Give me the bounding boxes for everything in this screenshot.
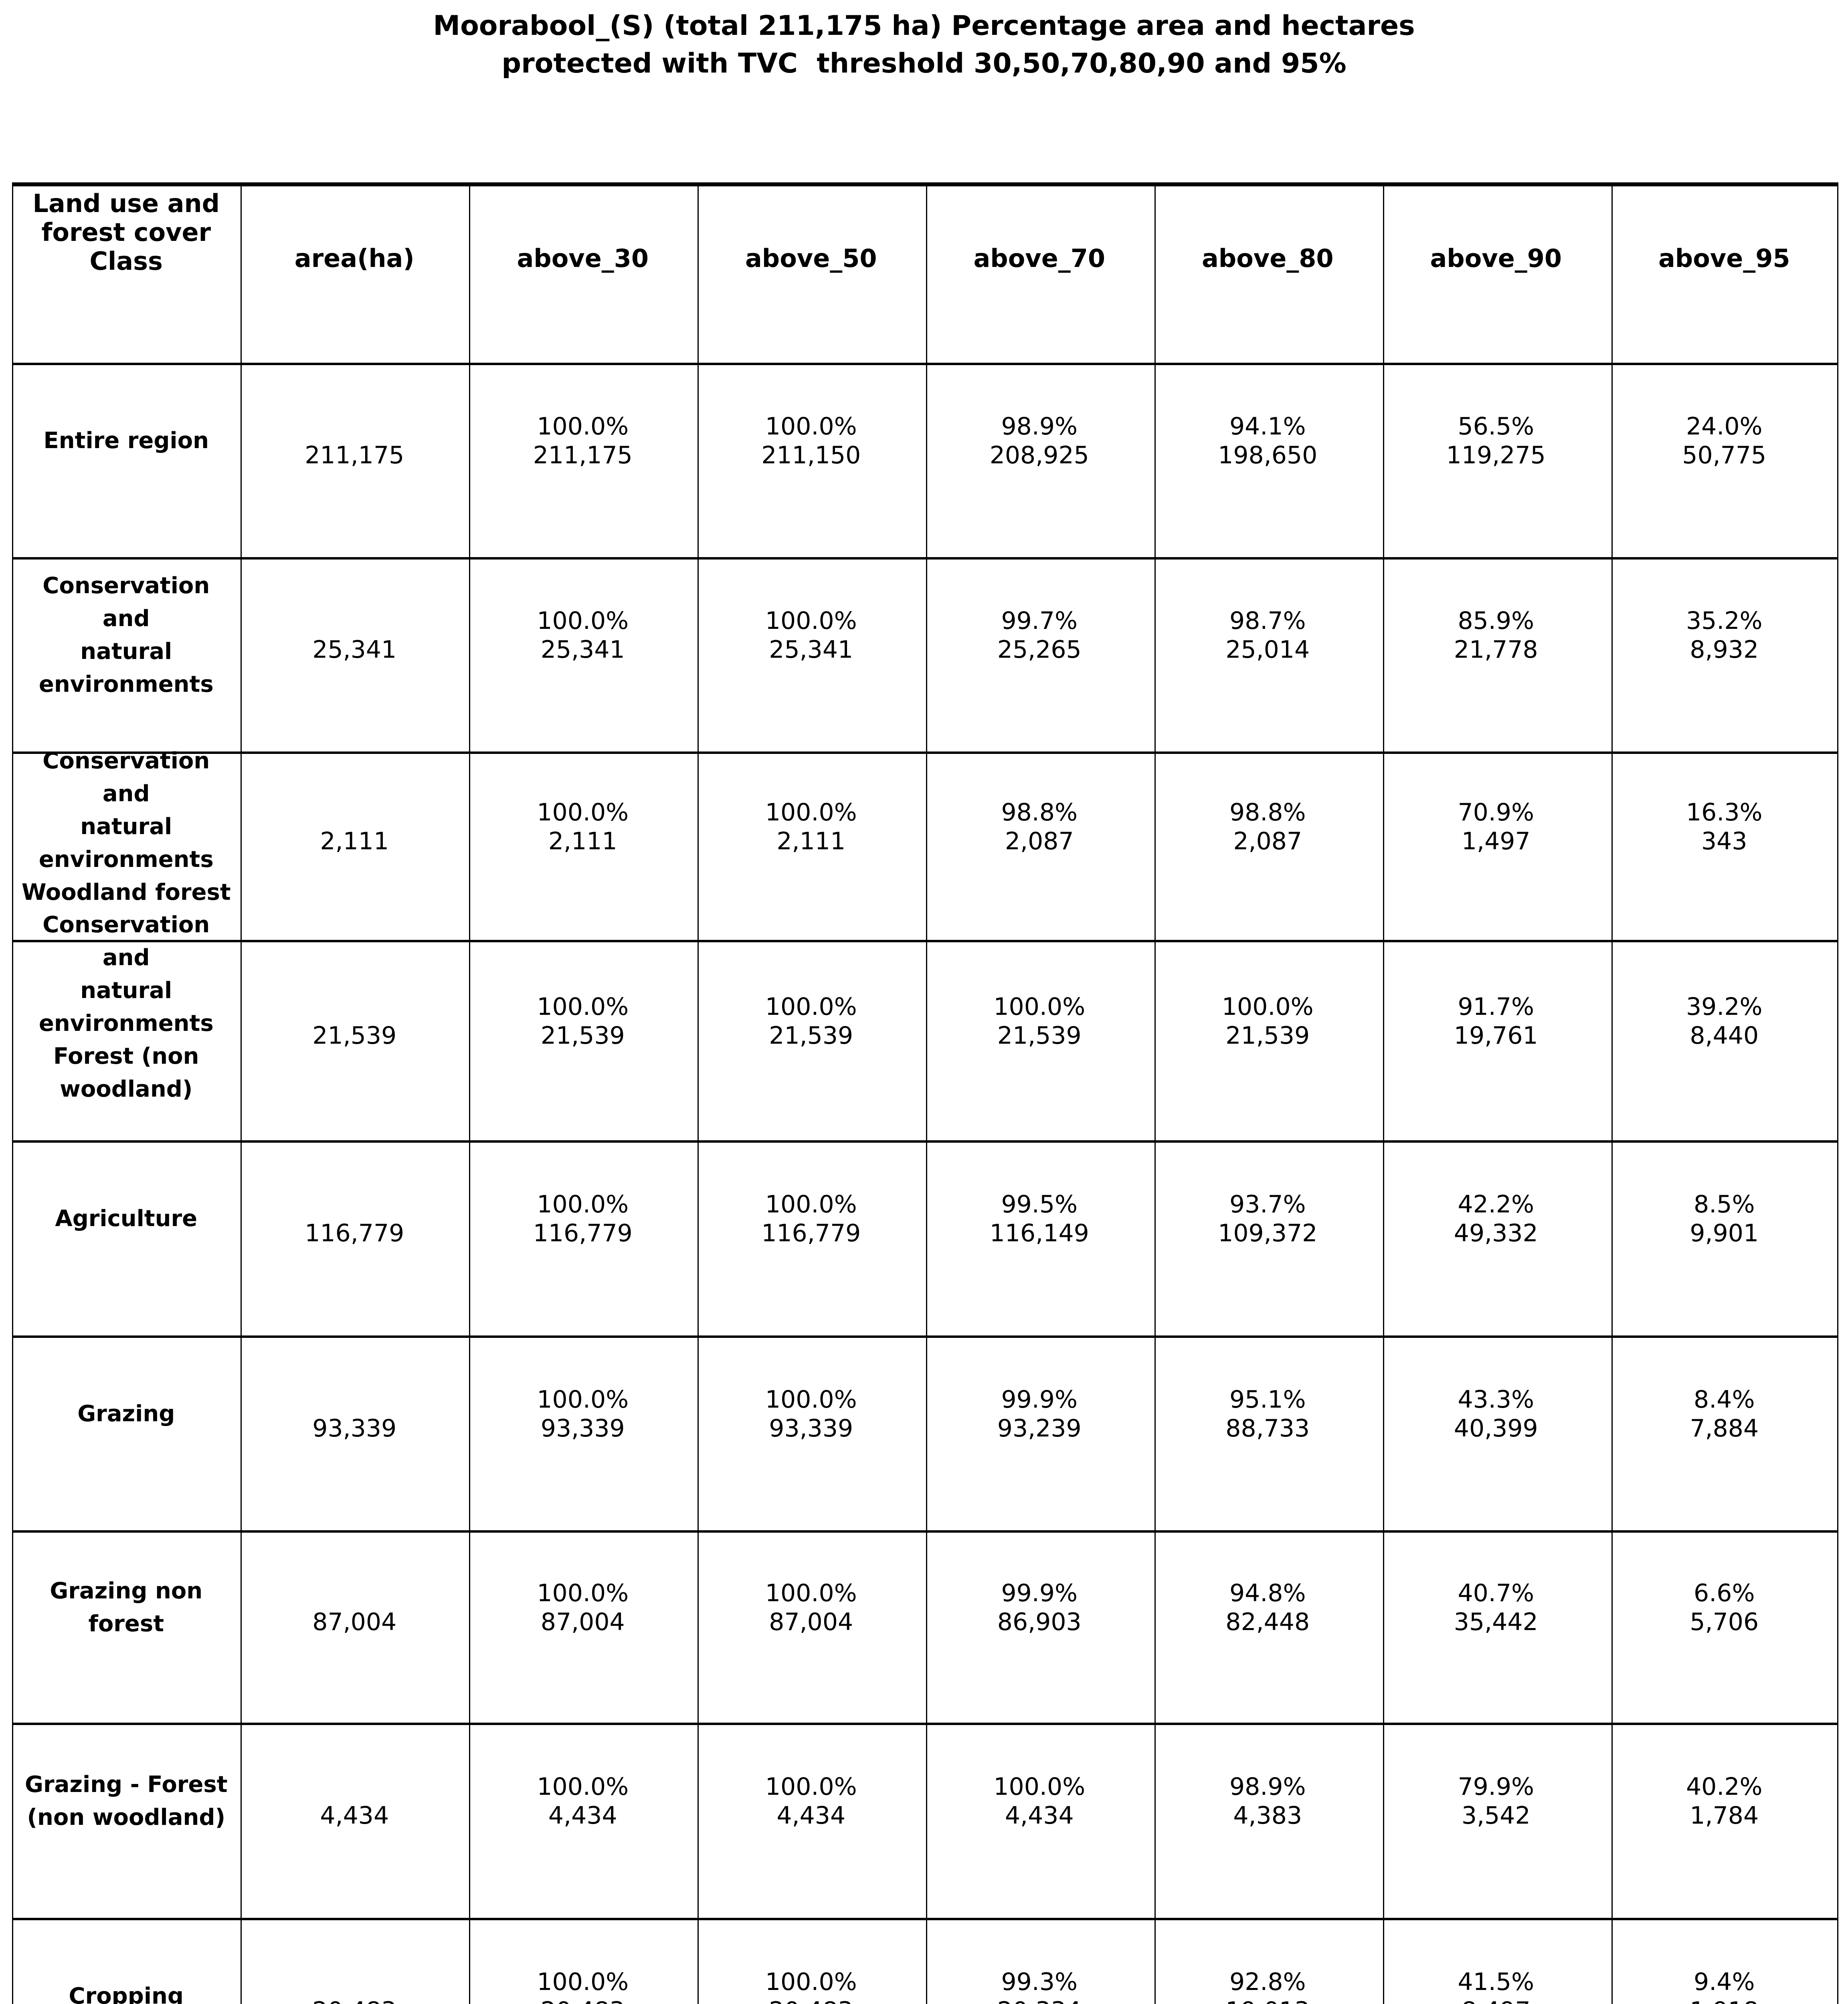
percent-hectare-cell: 100.0% 4,434 [765, 1773, 857, 1830]
area-value-cell: 2,111 [320, 827, 389, 855]
percent-hectare-cell: 100.0% 116,779 [533, 1190, 633, 1247]
area-value-cell: 20,483 [241, 1918, 469, 2004]
percent-hectare-cell: 100.0% 21,539 [1221, 992, 1314, 1050]
percent-hectare-cell: 98.8% 2,087 [1001, 798, 1078, 855]
column-header: above_90 [1430, 244, 1562, 273]
area-value-cell: 93,339 [312, 1414, 397, 1442]
percent-hectare-cell: 42.2% 49,332 [1454, 1190, 1538, 1247]
column-header: above_95 [1658, 244, 1790, 273]
percent-hectare-cell: 41.5% 8,497 [1458, 1968, 1535, 2004]
percent-hectare-cell: 100.0% 93,339 [537, 1385, 629, 1442]
percent-hectare-cell: 100.0% 87,004 [765, 1579, 857, 1636]
percent-hectare-cell: 100.0% 21,539 [993, 992, 1086, 1050]
percent-hectare-cell: 93.7% 109,372 [1218, 1190, 1318, 1247]
percent-hectare-cell: 92.8% 19,013 [1225, 1968, 1310, 2004]
percent-hectare-cell: 6.6% 5,706 [1690, 1579, 1759, 1636]
percent-hectare-cell: 98.9% 4,383 [1229, 1773, 1306, 1830]
row-label: Agriculture [55, 1206, 198, 1232]
column-header: Land use and forest cover Class [32, 189, 220, 276]
percent-hectare-cell: 99.9% 93,239 [997, 1385, 1082, 1442]
area-value-cell: 116,779 [305, 1219, 404, 1247]
percent-hectare-cell: 100.0% 93,339 [765, 1385, 857, 1442]
area-value-cell: 4,434 [320, 1802, 389, 1830]
page-title: Moorabool_(S) (total 211,175 ha) Percent… [433, 10, 1415, 79]
percent-hectare-cell: 100.0% 116,779 [761, 1190, 861, 1247]
percent-hectare-cell: 95.1% 88,733 [1225, 1385, 1310, 1442]
percent-hectare-cell: 79.9% 3,542 [1458, 1773, 1535, 1830]
percent-hectare-cell: 16.3% 343 [1686, 798, 1763, 855]
percent-hectare-cell: 100.0% 20,483 [537, 1968, 629, 2004]
percent-hectare-cell: 43.3% 40,399 [1454, 1385, 1538, 1442]
row-label: Conservation and natural environments [38, 573, 214, 697]
percent-hectare-cell: 100.0% 2,111 [537, 798, 629, 855]
percent-hectare-cell: 98.7% 25,014 [1225, 607, 1310, 664]
area-value-cell: 211,175 [305, 441, 404, 469]
percent-hectare-cell: 100.0% 25,341 [537, 607, 629, 664]
area-value-cell: 21,539 [312, 1021, 397, 1050]
percent-hectare-cell: 100.0% 2,111 [765, 798, 857, 855]
percent-hectare-cell: 85.9% 21,778 [1454, 607, 1538, 664]
row-label: Cropping [69, 1983, 184, 2004]
percent-hectare-cell: 94.8% 82,448 [1225, 1579, 1310, 1636]
percent-hectare-cell: 24.0% 50,775 [1682, 412, 1767, 469]
percent-hectare-cell: 35.2% 8,932 [1686, 607, 1763, 664]
percent-hectare-cell: 100.0% 211,150 [761, 412, 861, 469]
tvc-threshold-table: Land use and forest cover Class area(ha) a… [12, 182, 1838, 2004]
row-label: Conservation and natural environments Fo… [38, 911, 214, 1102]
percent-hectare-cell: 98.9% 208,925 [989, 412, 1089, 469]
percent-hectare-cell: 98.8% 2,087 [1229, 798, 1306, 855]
percent-hectare-cell: 8.5% 9,901 [1690, 1190, 1759, 1247]
percent-hectare-cell: 70.9% 1,497 [1458, 798, 1535, 855]
percent-hectare-cell: 56.5% 119,275 [1446, 412, 1546, 469]
column-header: above_30 [517, 244, 649, 273]
area-value-cell: 87,004 [312, 1608, 397, 1636]
percent-hectare-cell: 39.2% 8,440 [1686, 992, 1763, 1050]
percent-hectare-cell: 99.7% 25,265 [997, 607, 1082, 664]
percent-hectare-cell: 100.0% 4,434 [993, 1773, 1086, 1830]
percent-hectare-cell: 100.0% 25,341 [765, 607, 857, 664]
percent-hectare-cell: 40.7% 35,442 [1454, 1579, 1538, 1636]
percent-hectare-cell: 99.5% 116,149 [989, 1190, 1089, 1247]
percent-hectare-cell: 100.0% 87,004 [537, 1579, 629, 1636]
row-label: Entire region [43, 428, 209, 454]
row-label: Grazing non forest [50, 1578, 203, 1637]
percent-hectare-cell: 91.7% 19,761 [1454, 992, 1538, 1050]
percent-hectare-cell: 99.3% 20,334 [997, 1968, 1082, 2004]
percent-hectare-cell: 94.1% 198,650 [1218, 412, 1318, 469]
column-header: area(ha) [294, 244, 414, 273]
percent-hectare-cell: 100.0% 21,539 [537, 992, 629, 1050]
percent-hectare-cell: 99.9% 86,903 [997, 1579, 1082, 1636]
percent-hectare-cell: 8.4% 7,884 [1690, 1385, 1759, 1442]
percent-hectare-cell: 40.2% 1,784 [1686, 1773, 1763, 1830]
percent-hectare-cell: 100.0% 20,483 [765, 1968, 857, 2004]
column-header: above_50 [745, 244, 877, 273]
percent-hectare-cell: 100.0% 21,539 [765, 992, 857, 1050]
percent-hectare-cell: 100.0% 211,175 [533, 412, 633, 469]
percent-hectare-cell: 100.0% 4,434 [537, 1773, 629, 1830]
row-label: Grazing - Forest (non woodland) [24, 1772, 228, 1830]
percent-hectare-cell: 9.4% 1,918 [1690, 1968, 1759, 2004]
area-value-cell: 25,341 [312, 636, 397, 664]
column-header: above_70 [973, 244, 1106, 273]
column-header: above_80 [1201, 244, 1334, 273]
row-label: Grazing [77, 1400, 175, 1427]
